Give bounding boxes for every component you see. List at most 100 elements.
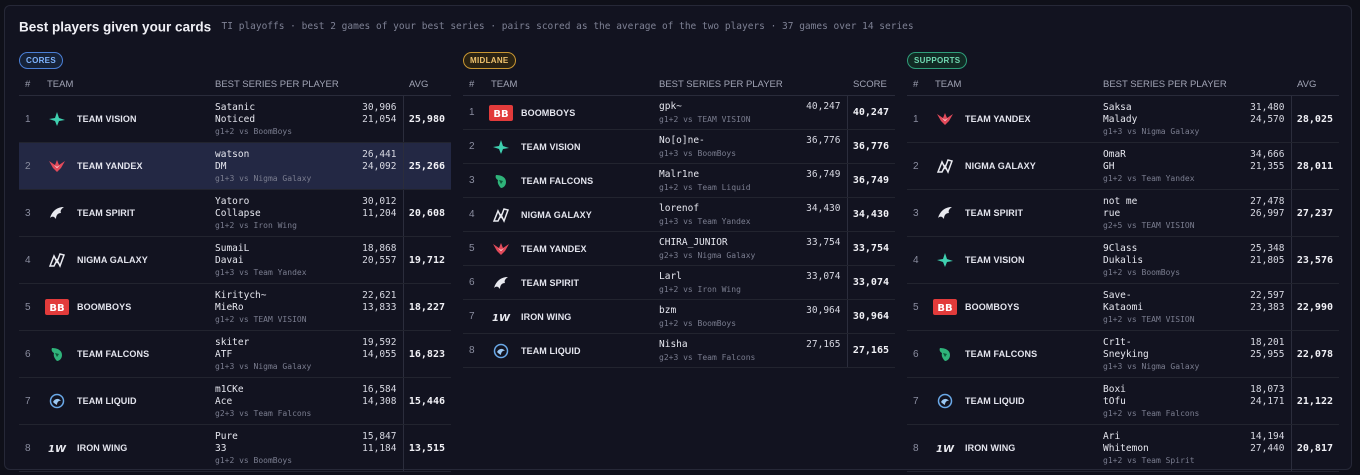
- rank-cell: 5: [463, 231, 485, 266]
- avg-cell: 20,817: [1290, 424, 1339, 472]
- table-row[interactable]: 5 BB BOOMBOYS Kiritych~ 22,621 MieRo 13,833 g1+…: [19, 283, 451, 331]
- team-cell: TEAM VISION: [485, 129, 653, 164]
- table-row[interactable]: 4 TEAM VISION 9Class 25,348 Dukalis 21,805 g1+…: [907, 236, 1339, 284]
- player-line: Boxi 18,073: [1103, 384, 1285, 396]
- svg-text:1W: 1W: [48, 444, 67, 455]
- player-name: Larl: [659, 270, 682, 282]
- rank-cell: 6: [19, 330, 41, 378]
- table-row[interactable]: 3 TEAM SPIRIT not me 27,478 rue 26,997 g2+5 vs…: [907, 189, 1339, 237]
- player-line: Saksa 31,480: [1103, 102, 1285, 114]
- col-avg: AVG: [1291, 73, 1339, 96]
- team-name: TEAM YANDEX: [521, 243, 587, 254]
- player-value: 33,074: [806, 270, 841, 282]
- cores-table: # TEAM BEST SERIES PER PLAYER AVG 1 TEAM …: [19, 73, 451, 472]
- team-name: TEAM SPIRIT: [77, 208, 136, 218]
- player-value: 11,204: [362, 207, 397, 219]
- player-line: Dukalis 21,805: [1103, 255, 1285, 267]
- rank-cell: 7: [19, 377, 41, 425]
- table-row[interactable]: 5 BB BOOMBOYS Save- 22,597 Kataomi 23,383 g1+2 …: [907, 283, 1339, 331]
- table-row[interactable]: 3 TEAM SPIRIT Yatoro 30,012 Collapse 11,204 g1…: [19, 189, 451, 237]
- player-value: 34,430: [806, 202, 841, 214]
- player-name: Whitemon: [1103, 442, 1149, 454]
- table-row[interactable]: 8 1W IRON WING Ari 14,194 Whitemon 27,440 g1+2 …: [907, 424, 1339, 472]
- player-line: bzm 30,964: [659, 305, 841, 317]
- rank-cell: 3: [907, 189, 929, 237]
- player-value: 21,054: [362, 113, 397, 125]
- team-vision-logo: [489, 138, 513, 156]
- team-name: TEAM VISION: [521, 141, 581, 152]
- table-row[interactable]: 2 TEAM VISION No[o]ne- 36,776 g1+3 vs BoomBo…: [463, 129, 895, 164]
- table-row[interactable]: 7 TEAM LIQUID Boxi 18,073 tOfu 24,171 g1+2 vs …: [907, 377, 1339, 425]
- midlane-badge: MIDLANE: [463, 52, 516, 69]
- table-row[interactable]: 6 TEAM FALCONS skiter 19,592 ATF 14,055 g1+3 v…: [19, 330, 451, 378]
- player-name: Pure: [215, 430, 238, 442]
- table-row[interactable]: 7 TEAM LIQUID m1CKe 16,584 Ace 14,308 g2+3 vs …: [19, 377, 451, 425]
- table-row[interactable]: 4 NIGMA GALAXY SumaiL 18,868 Davai 20,557 g1+3…: [19, 236, 451, 284]
- player-name: Davai: [215, 254, 244, 266]
- series-cell: skiter 19,592 ATF 14,055 g1+3 vs Nigma Galax…: [209, 330, 403, 378]
- series-cell: Malr1ne 36,749 g1+2 vs Team Liquid: [653, 163, 847, 198]
- svg-text:BB: BB: [937, 303, 952, 314]
- player-value: 40,247: [806, 100, 841, 112]
- series-cell: Saksa 31,480 Malady 24,570 g1+3 vs Nigma Gal…: [1097, 95, 1291, 143]
- player-line: SumaiL 18,868: [215, 243, 397, 255]
- table-header-row: # TEAM BEST SERIES PER PLAYER AVG: [19, 73, 451, 96]
- boomboys-logo: BB: [489, 104, 513, 122]
- player-name: tOfu: [1103, 395, 1126, 407]
- series-cell: Yatoro 30,012 Collapse 11,204 g1+2 vs Iron W…: [209, 189, 403, 237]
- table-row[interactable]: 1 TEAM YANDEX Saksa 31,480 Malady 24,570 g1+3 …: [907, 95, 1339, 143]
- avg-cell: 30,964: [846, 299, 895, 334]
- player-line: Cr1t- 18,201: [1103, 337, 1285, 349]
- avg-cell: 28,025: [1290, 95, 1339, 143]
- avg-cell: 20,608: [402, 189, 451, 237]
- table-row[interactable]: 5 TEAM YANDEX CHIRA_JUNIOR 33,754 g2+3 vs Ni…: [463, 231, 895, 266]
- table-row[interactable]: 8 1W IRON WING Pure 15,847 33 11,184 g1+2 vs Bo…: [19, 424, 451, 472]
- team-cell: NIGMA GALAXY: [485, 197, 653, 232]
- table-row[interactable]: 8 TEAM LIQUID Nisha 27,165 g2+3 vs Team Falc…: [463, 333, 895, 368]
- table-row[interactable]: 2 NIGMA GALAXY OmaR 34,666 GH 21,355 g1+2 vs T…: [907, 142, 1339, 190]
- table-row[interactable]: 4 NIGMA GALAXY lorenof 34,430 g1+3 vs Team Y…: [463, 197, 895, 232]
- team-name: IRON WING: [77, 443, 128, 453]
- table-header-row: # TEAM BEST SERIES PER PLAYER AVG: [907, 73, 1339, 96]
- series-cell: Ari 14,194 Whitemon 27,440 g1+2 vs Team Spir…: [1097, 424, 1291, 472]
- rank-cell: 7: [907, 377, 929, 425]
- avg-cell: 27,165: [846, 333, 895, 368]
- team-cell: BB BOOMBOYS: [929, 283, 1097, 331]
- cores-badge: CORES: [19, 52, 63, 69]
- table-row[interactable]: 6 TEAM SPIRIT Larl 33,074 g1+2 vs Iron Wing 3…: [463, 265, 895, 300]
- table-row[interactable]: 1 BB BOOMBOYS gpk~ 40,247 g1+2 vs TEAM VISION…: [463, 95, 895, 130]
- player-line: DM 24,092: [215, 161, 397, 173]
- player-value: 18,201: [1250, 336, 1285, 348]
- team-liquid-logo: [489, 342, 513, 360]
- table-row[interactable]: 2 TEAM YANDEX watson 26,441 DM 24,092 g1+3 vs …: [19, 142, 451, 190]
- rank-cell: 8: [463, 333, 485, 368]
- series-detail: g1+2 vs Iron Wing: [215, 220, 297, 230]
- team-name: TEAM FALCONS: [521, 175, 594, 186]
- player-line: rue 26,997: [1103, 208, 1285, 220]
- rank-cell: 8: [19, 424, 41, 472]
- player-value: 18,868: [362, 242, 397, 254]
- player-line: GH 21,355: [1103, 161, 1285, 173]
- series-detail: g1+3 vs Nigma Galaxy: [1103, 361, 1200, 371]
- table-row[interactable]: 6 TEAM FALCONS Cr1t- 18,201 Sneyking 25,955 g1…: [907, 330, 1339, 378]
- rank-cell: 4: [19, 236, 41, 284]
- player-value: 36,749: [806, 168, 841, 180]
- team-spirit-logo: [489, 274, 513, 292]
- table-row[interactable]: 7 1W IRON WING bzm 30,964 g1+2 vs BoomBoys 30,…: [463, 299, 895, 334]
- supports-table: # TEAM BEST SERIES PER PLAYER AVG 1 TEAM …: [907, 73, 1339, 472]
- table-row[interactable]: 3 TEAM FALCONS Malr1ne 36,749 g1+2 vs Team L…: [463, 163, 895, 198]
- series-cell: bzm 30,964 g1+2 vs BoomBoys: [653, 299, 847, 334]
- col-avg: AVG: [403, 73, 451, 96]
- player-line: Collapse 11,204: [215, 208, 397, 220]
- cores-rows: 1 TEAM VISION Satanic 30,906 Noticed 21,054 g1…: [19, 95, 451, 472]
- player-name: m1CKe: [215, 383, 244, 395]
- series-cell: m1CKe 16,584 Ace 14,308 g2+3 vs Team Falcons: [209, 377, 403, 425]
- player-value: 27,165: [806, 338, 841, 350]
- iron-wing-logo: 1W: [45, 439, 69, 457]
- avg-cell: 18,227: [402, 283, 451, 331]
- player-line: Larl 33,074: [659, 271, 841, 283]
- player-name: MieRo: [215, 301, 244, 313]
- table-row[interactable]: 1 TEAM VISION Satanic 30,906 Noticed 21,054 g1…: [19, 95, 451, 143]
- player-line: Save- 22,597: [1103, 290, 1285, 302]
- team-name: TEAM LIQUID: [965, 396, 1025, 406]
